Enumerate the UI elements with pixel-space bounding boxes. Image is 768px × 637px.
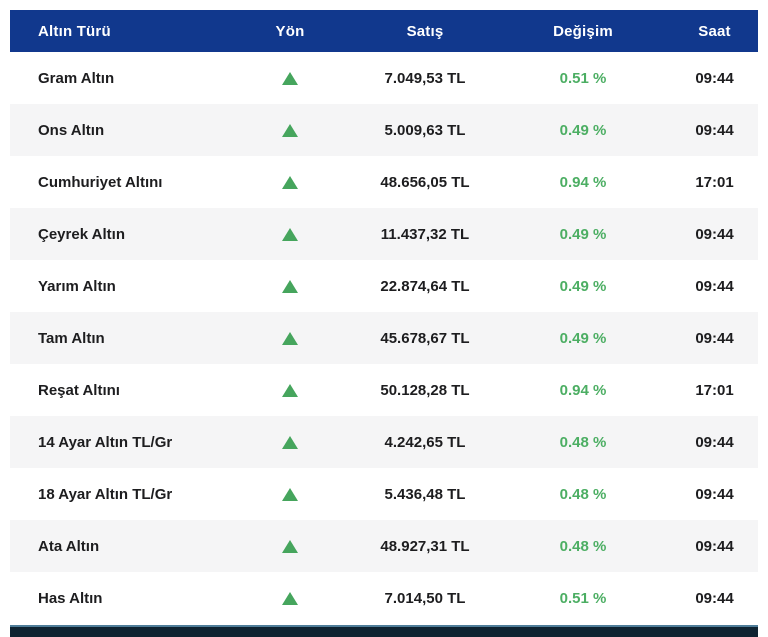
- price-value: 22.874,64 TL: [380, 277, 470, 295]
- time-value: 17:01: [695, 381, 734, 399]
- gold-type-label: Tam Altın: [38, 329, 105, 347]
- gold-type-label: Çeyrek Altın: [38, 225, 125, 243]
- gold-type-label: Ata Altın: [38, 537, 100, 555]
- price-value: 45.678,67 TL: [380, 329, 470, 347]
- time-value: 09:44: [695, 277, 734, 295]
- direction-cell: [225, 520, 355, 572]
- table-header: Altın Türü Yön Satış Değişim Saat: [10, 10, 758, 52]
- change-value: 0.51 %: [559, 69, 607, 87]
- gold-type-label: Cumhuriyet Altını: [38, 173, 163, 191]
- time-value: 09:44: [695, 589, 734, 607]
- gold-type-label: 14 Ayar Altın TL/Gr: [38, 433, 173, 451]
- up-triangle-icon: [282, 436, 298, 450]
- change-value: 0.94 %: [559, 173, 607, 191]
- up-triangle-icon: [282, 540, 298, 554]
- up-triangle-icon: [282, 72, 298, 86]
- gold-type-label: Gram Altın: [38, 69, 115, 87]
- up-triangle-icon: [282, 592, 298, 606]
- up-triangle-icon: [282, 124, 298, 138]
- price-value: 5.436,48 TL: [384, 485, 466, 503]
- column-header-gold-type: Altın Türü: [10, 10, 225, 52]
- table-body: Gram Altın 7.049,53 TL 0.51 % 09:44 Ons …: [10, 52, 758, 624]
- gold-prices-table: Altın Türü Yön Satış Değişim Saat Gram A…: [10, 10, 758, 624]
- up-triangle-icon: [282, 384, 298, 398]
- time-value: 17:01: [695, 173, 734, 191]
- table-row: Has Altın 7.014,50 TL 0.51 % 09:44: [10, 572, 758, 624]
- table-row: 18 Ayar Altın TL/Gr 5.436,48 TL 0.48 % 0…: [10, 468, 758, 520]
- up-triangle-icon: [282, 332, 298, 346]
- price-value: 48.927,31 TL: [380, 537, 470, 555]
- direction-cell: [225, 468, 355, 520]
- column-header-direction: Yön: [225, 10, 355, 52]
- price-value: 5.009,63 TL: [384, 121, 466, 139]
- price-value: 7.049,53 TL: [384, 69, 466, 87]
- column-header-change: Değişim: [495, 10, 671, 52]
- price-value: 7.014,50 TL: [384, 589, 466, 607]
- table-row: Tam Altın 45.678,67 TL 0.49 % 09:44: [10, 312, 758, 364]
- change-value: 0.48 %: [559, 433, 607, 451]
- change-value: 0.49 %: [559, 329, 607, 347]
- price-value: 11.437,32 TL: [380, 225, 470, 243]
- time-value: 09:44: [695, 537, 734, 555]
- time-value: 09:44: [695, 329, 734, 347]
- direction-cell: [225, 208, 355, 260]
- column-header-time: Saat: [671, 10, 758, 52]
- price-value: 50.128,28 TL: [380, 381, 470, 399]
- table-row: Reşat Altını 50.128,28 TL 0.94 % 17:01: [10, 364, 758, 416]
- up-triangle-icon: [282, 176, 298, 190]
- table-row: Cumhuriyet Altını 48.656,05 TL 0.94 % 17…: [10, 156, 758, 208]
- change-value: 0.49 %: [559, 277, 607, 295]
- gold-type-label: Has Altın: [38, 589, 103, 607]
- direction-cell: [225, 156, 355, 208]
- up-triangle-icon: [282, 488, 298, 502]
- change-value: 0.48 %: [559, 485, 607, 503]
- table-row: Ata Altın 48.927,31 TL 0.48 % 09:44: [10, 520, 758, 572]
- change-value: 0.48 %: [559, 537, 607, 555]
- time-value: 09:44: [695, 225, 734, 243]
- change-value: 0.49 %: [559, 121, 607, 139]
- column-header-price: Satış: [355, 10, 495, 52]
- table-row: 14 Ayar Altın TL/Gr 4.242,65 TL 0.48 % 0…: [10, 416, 758, 468]
- table-row: Ons Altın 5.009,63 TL 0.49 % 09:44: [10, 104, 758, 156]
- up-triangle-icon: [282, 228, 298, 242]
- price-value: 48.656,05 TL: [380, 173, 470, 191]
- direction-cell: [225, 364, 355, 416]
- change-value: 0.94 %: [559, 381, 607, 399]
- direction-cell: [225, 104, 355, 156]
- direction-cell: [225, 572, 355, 624]
- gold-prices-widget: Altın Türü Yön Satış Değişim Saat Gram A…: [10, 10, 758, 624]
- direction-cell: [225, 52, 355, 104]
- gold-type-label: 18 Ayar Altın TL/Gr: [38, 485, 173, 503]
- header-row: Altın Türü Yön Satış Değişim Saat: [10, 10, 758, 52]
- time-value: 09:44: [695, 69, 734, 87]
- direction-cell: [225, 416, 355, 468]
- table-row: Çeyrek Altın 11.437,32 TL 0.49 % 09:44: [10, 208, 758, 260]
- time-value: 09:44: [695, 485, 734, 503]
- gold-type-label: Ons Altın: [38, 121, 105, 139]
- gold-type-label: Reşat Altını: [38, 381, 120, 399]
- table-row: Gram Altın 7.049,53 TL 0.51 % 09:44: [10, 52, 758, 104]
- time-value: 09:44: [695, 121, 734, 139]
- change-value: 0.51 %: [559, 589, 607, 607]
- gold-type-label: Yarım Altın: [38, 277, 116, 295]
- direction-cell: [225, 260, 355, 312]
- footer-bar: [10, 625, 758, 637]
- price-value: 4.242,65 TL: [384, 433, 466, 451]
- direction-cell: [225, 312, 355, 364]
- up-triangle-icon: [282, 280, 298, 294]
- table-row: Yarım Altın 22.874,64 TL 0.49 % 09:44: [10, 260, 758, 312]
- time-value: 09:44: [695, 433, 734, 451]
- change-value: 0.49 %: [559, 225, 607, 243]
